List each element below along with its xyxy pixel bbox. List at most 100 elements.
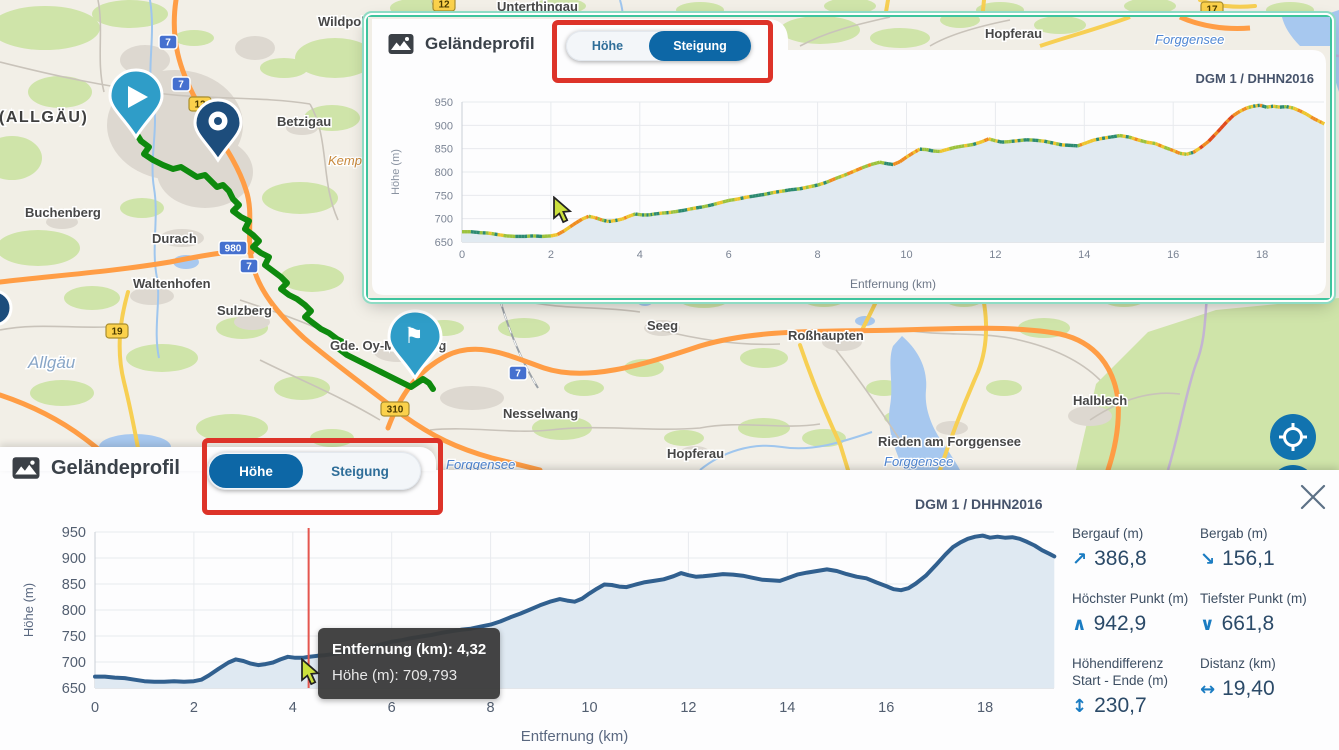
map-label: Forggensee [1155, 32, 1224, 47]
svg-text:950: 950 [62, 525, 86, 541]
lowest-point-icon: ∨ [1200, 613, 1215, 635]
svg-text:18: 18 [977, 700, 993, 716]
toggle-hoehe-button[interactable]: Höhe [209, 454, 303, 488]
elevation-chart-steigung[interactable]: 650 700 750 800 850 900 950 0 2 4 6 8 10 12 14 16 18 Entf… [390, 97, 1326, 291]
stat-hoehendifferenz: Höhendifferenz Start - Ende (m) ↕ 230,7 [1072, 655, 1169, 717]
svg-text:800: 800 [62, 603, 86, 619]
svg-text:4: 4 [637, 249, 643, 261]
map-label: Roßhaupten [788, 328, 864, 343]
svg-text:700: 700 [435, 214, 453, 226]
svg-text:6: 6 [388, 700, 396, 716]
svg-text:7: 7 [246, 262, 252, 273]
popup-title: Geländeprofil [425, 34, 535, 53]
elevation-stats: Bergauf (m) ↗ 386,8 Bergab (m) ↘ 156,1 Höc… [1072, 526, 1318, 718]
highest-point-icon: ∧ [1072, 613, 1087, 635]
map-label: Forggensee [446, 457, 515, 472]
panel-mode-toggle: Höhe Steigung [207, 452, 421, 490]
svg-text:850: 850 [435, 144, 453, 156]
svg-text:17: 17 [1206, 5, 1218, 16]
svg-text:7: 7 [165, 38, 171, 49]
stat-bergab: Bergab (m) ↘ 156,1 [1200, 526, 1275, 570]
locate-icon [1279, 423, 1307, 451]
flag-icon: ⚑ [404, 323, 424, 348]
tooltip-distance: Entfernung (km): 4,32 [332, 641, 487, 658]
svg-text:850: 850 [62, 577, 86, 593]
svg-text:310: 310 [387, 405, 404, 416]
map-label: Rieden am Forggensee [878, 434, 1021, 449]
map-minor-roads [0, 0, 1181, 441]
end-flag-marker[interactable]: ⚑ [387, 309, 443, 381]
stat-bergauf: Bergauf (m) ↗ 386,8 [1072, 526, 1147, 570]
svg-text:2: 2 [548, 249, 554, 261]
waypoint-marker-partial[interactable] [0, 290, 13, 326]
chart-tooltip: Entfernung (km): 4,32 Höhe (m): 709,793 [318, 628, 501, 699]
close-button[interactable] [1298, 482, 1328, 512]
popup-map-band: Hopferau Forggensee [780, 17, 1330, 48]
locate-button[interactable] [1270, 414, 1316, 460]
svg-text:750: 750 [435, 190, 453, 202]
svg-text:10: 10 [900, 249, 912, 261]
distance-icon: ↔ [1200, 678, 1216, 700]
svg-text:12: 12 [989, 249, 1001, 261]
waypoint-marker[interactable] [193, 98, 243, 163]
map-label: Allgäu [27, 353, 76, 372]
tooltip-elevation: Höhe (m): 709,793 [332, 667, 458, 685]
svg-text:700: 700 [62, 655, 86, 671]
panel-title: Geländeprofil [51, 456, 180, 479]
map-label: Sulzberg [217, 303, 272, 318]
svg-text:7: 7 [178, 80, 184, 91]
svg-text:0: 0 [91, 700, 99, 716]
svg-text:900: 900 [435, 120, 453, 132]
svg-text:4: 4 [289, 700, 297, 716]
svg-text:12: 12 [438, 0, 450, 11]
toggle-steigung-button[interactable]: Steigung [649, 31, 751, 61]
svg-text:Höhe (m): Höhe (m) [390, 149, 402, 195]
panel-header: Geländeprofil [12, 456, 180, 480]
elevation-model-label: DGM 1 / DHHN2016 [1195, 71, 1314, 86]
svg-text:8: 8 [815, 249, 821, 261]
downhill-icon: ↘ [1200, 548, 1216, 570]
stat-tiefster-punkt: Tiefster Punkt (m) ∨ 661,8 [1200, 590, 1307, 635]
map-label: Hopferau [985, 26, 1042, 41]
svg-text:800: 800 [435, 167, 453, 179]
svg-text:14: 14 [1078, 249, 1090, 261]
popup-header: Geländeprofil [388, 33, 535, 55]
svg-text:12: 12 [680, 700, 696, 716]
svg-text:0: 0 [459, 249, 465, 261]
map-label: Seeg [647, 318, 678, 333]
map-label: Waltenhofen [133, 276, 211, 291]
svg-text:750: 750 [62, 629, 86, 645]
terrain-profile-icon [388, 34, 414, 54]
toggle-hoehe-button[interactable]: Höhe [591, 39, 624, 53]
svg-text:16: 16 [1167, 249, 1179, 261]
elevation-chart-hoehe[interactable]: 650 700 750 800 850 900 950 0 2 4 6 8 10 12 14 16 18 Entf… [21, 525, 1057, 745]
svg-text:Entfernung (km): Entfernung (km) [850, 277, 936, 291]
map-label: Nesselwang [503, 406, 578, 421]
close-icon [1300, 484, 1326, 510]
terrain-profile-icon [12, 457, 40, 479]
svg-text:Höhe (m): Höhe (m) [21, 583, 36, 637]
map-label: Halblech [1073, 393, 1127, 408]
stat-hoechster-punkt: Höchster Punkt (m) ∧ 942,9 [1072, 590, 1189, 635]
start-marker[interactable] [108, 68, 164, 140]
svg-text:12: 12 [194, 100, 206, 111]
svg-text:18: 18 [1256, 249, 1268, 261]
svg-text:8: 8 [487, 700, 495, 716]
svg-text:16: 16 [878, 700, 894, 716]
stat-distanz: Distanz (km) ↔ 19,40 [1200, 655, 1276, 700]
map-label: Unterthingau [497, 0, 578, 14]
toggle-steigung-button[interactable]: Steigung [331, 463, 389, 479]
map-label: Durach [152, 231, 197, 246]
map-label: Forggensee [884, 454, 953, 469]
svg-text:7: 7 [515, 369, 521, 380]
route-path [133, 130, 436, 392]
elevation-profile-panel: Geländeprofil Höhe Steigung DGM 1 / DHHN… [0, 438, 1339, 750]
svg-text:10: 10 [581, 700, 597, 716]
map-label: N (ALLGÄU) [0, 108, 88, 126]
svg-text:Entfernung (km): Entfernung (km) [521, 728, 629, 745]
uphill-icon: ↗ [1072, 548, 1088, 570]
elevation-difference-icon: ↕ [1072, 695, 1088, 717]
map-label: Betzigau [277, 114, 331, 129]
svg-text:980: 980 [225, 244, 242, 255]
